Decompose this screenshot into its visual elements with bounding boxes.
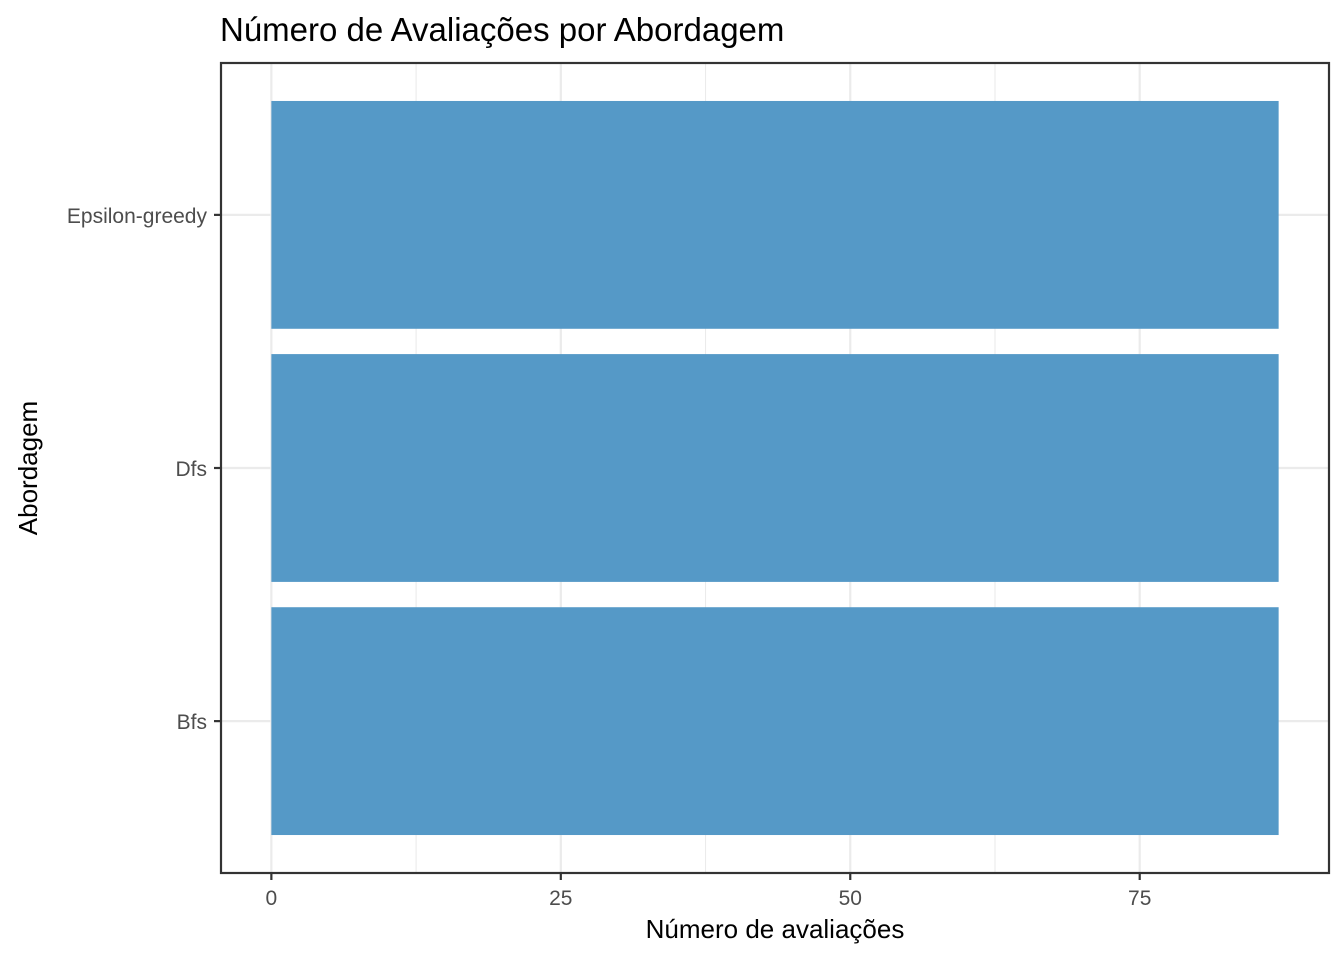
x-tick-label: 50: [839, 887, 862, 910]
y-tick-label: Epsilon-greedy: [67, 205, 208, 228]
x-tick-label: 75: [1128, 887, 1151, 910]
y-axis: Bfs Dfs Epsilon-greedy: [67, 205, 221, 734]
plot-panel: [219, 61, 1331, 875]
x-tick-label: 0: [266, 887, 278, 910]
x-tick-label: 25: [549, 887, 572, 910]
bar-epsilon-greedy: [271, 100, 1279, 329]
bar-bfs: [271, 607, 1279, 836]
x-axis: 0 25 50 75: [266, 873, 1151, 910]
chart-title: Número de Avaliações por Abordagem: [220, 11, 784, 48]
y-axis-title: Abordagem: [13, 401, 43, 535]
bar-dfs: [271, 354, 1279, 582]
bars: [271, 100, 1279, 836]
y-tick-label: Bfs: [177, 711, 207, 734]
x-axis-title: Número de avaliações: [646, 914, 905, 944]
y-tick-label: Dfs: [176, 458, 208, 481]
